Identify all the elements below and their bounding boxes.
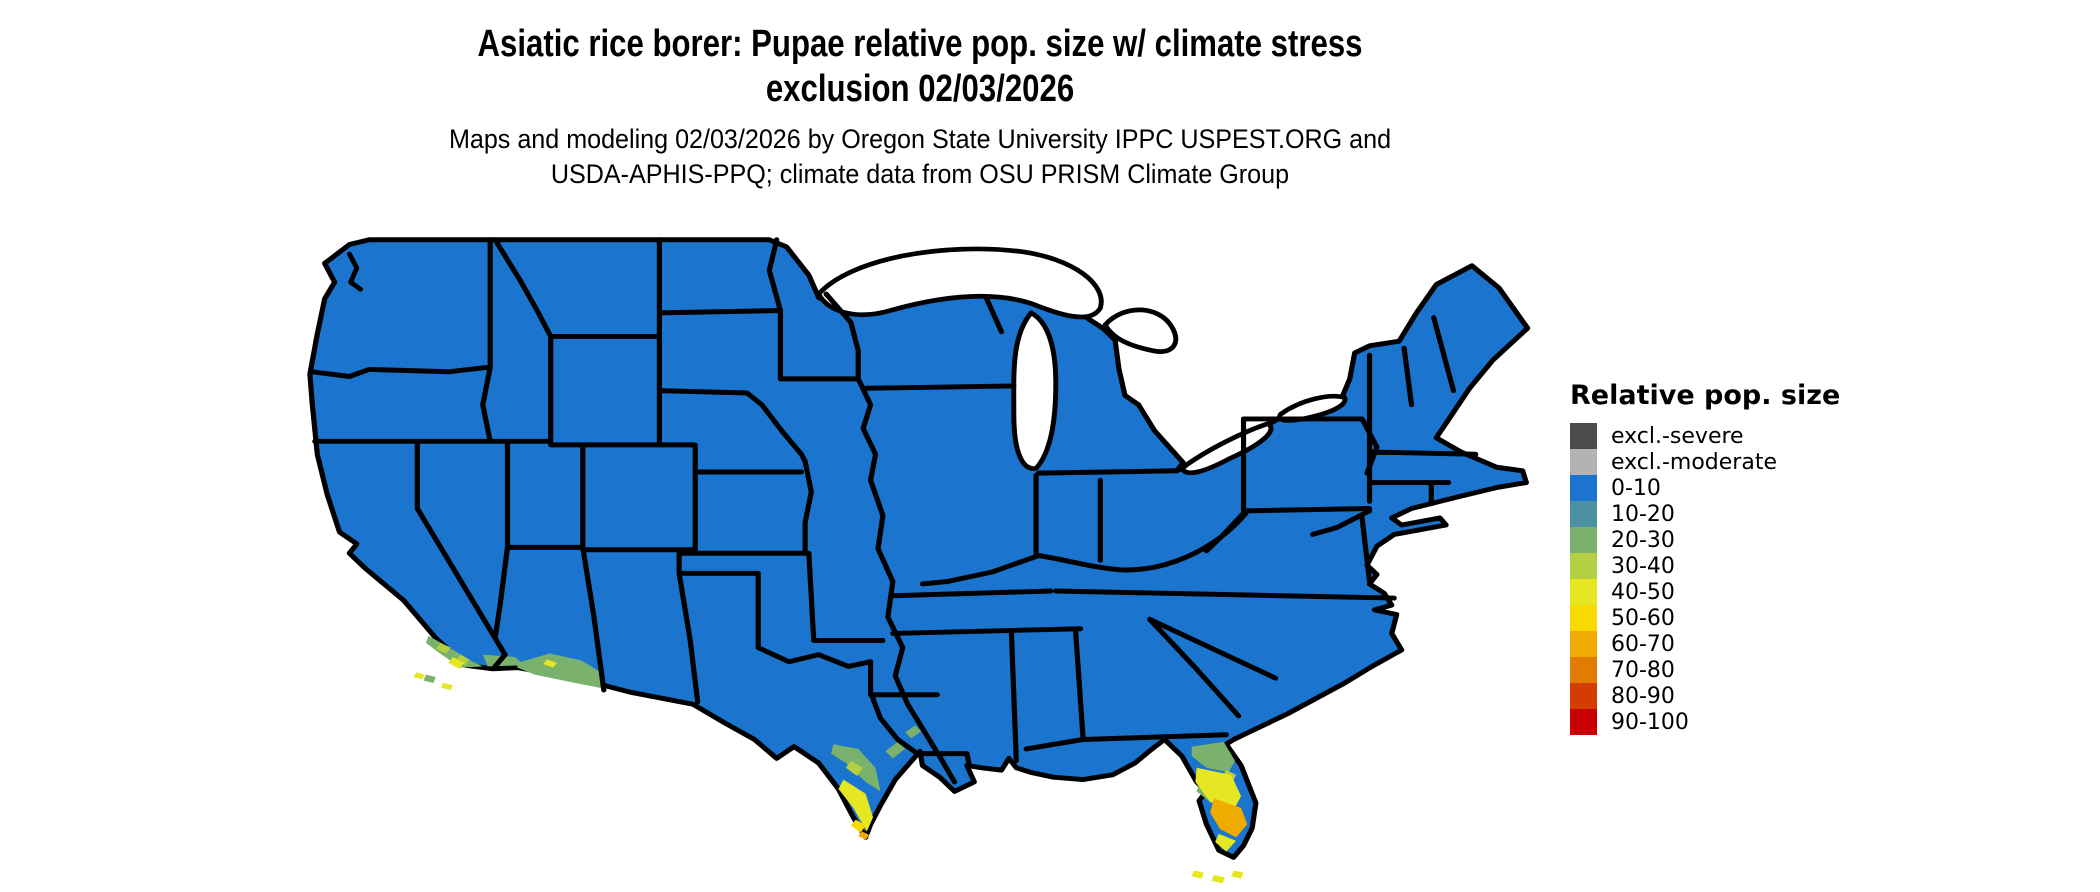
legend-swatch-0-10 — [1570, 475, 1597, 501]
legend-label: excl.-severe — [1611, 423, 1744, 449]
map-subtitle: Maps and modeling 02/03/2026 by Oregon S… — [0, 122, 1840, 192]
legend-row: 30-40 — [1570, 553, 1900, 579]
legend-swatch-excl-severe — [1570, 423, 1597, 449]
legend-label: 30-40 — [1611, 553, 1675, 579]
region-class-60-70 — [858, 798, 1248, 840]
legend-label: 40-50 — [1611, 579, 1675, 605]
legend-swatch-50-60 — [1570, 605, 1597, 631]
lake-michigan — [1011, 310, 1059, 471]
legend-swatch-20-30 — [1570, 527, 1597, 553]
legend-row: 70-80 — [1570, 657, 1900, 683]
region-class-50-60 — [850, 807, 1235, 833]
legend-swatch-90-100 — [1570, 709, 1597, 735]
legend-row: 40-50 — [1570, 579, 1900, 605]
legend-swatch-70-80 — [1570, 657, 1597, 683]
legend-label: 20-30 — [1611, 527, 1675, 553]
legend-label: 60-70 — [1611, 631, 1675, 657]
legend-swatch-10-20 — [1570, 501, 1597, 527]
legend-row: 90-100 — [1570, 709, 1900, 735]
map-layers — [307, 237, 1531, 884]
legend-title: Relative pop. size — [1570, 380, 1841, 411]
puget-sound — [346, 251, 363, 292]
map-title-line2: exclusion 02/03/2026 — [765, 68, 1075, 110]
legend-label: 50-60 — [1611, 605, 1675, 631]
legend-label: 70-80 — [1611, 657, 1675, 683]
legend-label: 90-100 — [1611, 709, 1689, 735]
map-subtitle-line2: USDA-APHIS-PPQ; climate data from OSU PR… — [550, 159, 1290, 189]
lake-huron — [1102, 307, 1179, 354]
legend-row: 20-30 — [1570, 527, 1900, 553]
legend: Relative pop. size excl.-severe excl.-mo… — [1570, 380, 1900, 735]
map-subtitle-line1: Maps and modeling 02/03/2026 by Oregon S… — [448, 124, 1392, 154]
legend-row: 50-60 — [1570, 605, 1900, 631]
legend-label: 80-90 — [1611, 683, 1675, 709]
page-title: Asiatic rice borer: Pupae relative pop. … — [0, 22, 1840, 112]
legend-row: 60-70 — [1570, 631, 1900, 657]
legend-row: 10-20 — [1570, 501, 1900, 527]
legend-swatch-40-50 — [1570, 579, 1597, 605]
us-map-container — [300, 228, 1535, 888]
legend-swatch-excl-moderate — [1570, 449, 1597, 475]
legend-swatch-60-70 — [1570, 631, 1597, 657]
legend-label: excl.-moderate — [1611, 449, 1777, 475]
legend-row: excl.-moderate — [1570, 449, 1900, 475]
lake-superior — [816, 246, 1104, 320]
legend-label: 10-20 — [1611, 501, 1675, 527]
us-map — [307, 237, 1531, 884]
legend-row: excl.-severe — [1570, 423, 1900, 449]
legend-row: 80-90 — [1570, 683, 1900, 709]
legend-row: 0-10 — [1570, 475, 1900, 501]
state-borders — [309, 237, 1479, 785]
legend-swatch-30-40 — [1570, 553, 1597, 579]
legend-label: 0-10 — [1611, 475, 1661, 501]
legend-swatch-80-90 — [1570, 683, 1597, 709]
map-title-line1: Asiatic rice borer: Pupae relative pop. … — [477, 23, 1363, 65]
lake-erie — [1179, 421, 1274, 476]
legend-rows: excl.-severe excl.-moderate 0-10 10-20 2… — [1570, 423, 1900, 735]
